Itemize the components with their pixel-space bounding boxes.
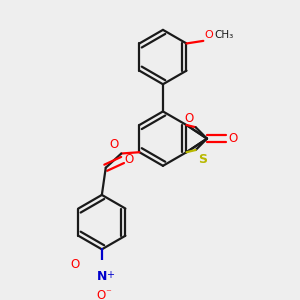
Text: +: + xyxy=(106,269,115,280)
Text: O: O xyxy=(205,30,213,40)
Text: N: N xyxy=(97,269,107,283)
Text: O: O xyxy=(124,153,134,166)
Text: CH₃: CH₃ xyxy=(214,30,233,40)
Text: S: S xyxy=(198,153,207,166)
Text: ⁻: ⁻ xyxy=(106,289,112,299)
Text: O: O xyxy=(70,258,80,271)
Text: O: O xyxy=(184,112,194,125)
Text: O: O xyxy=(229,132,238,145)
Text: O: O xyxy=(96,289,105,300)
Text: O: O xyxy=(110,138,119,151)
